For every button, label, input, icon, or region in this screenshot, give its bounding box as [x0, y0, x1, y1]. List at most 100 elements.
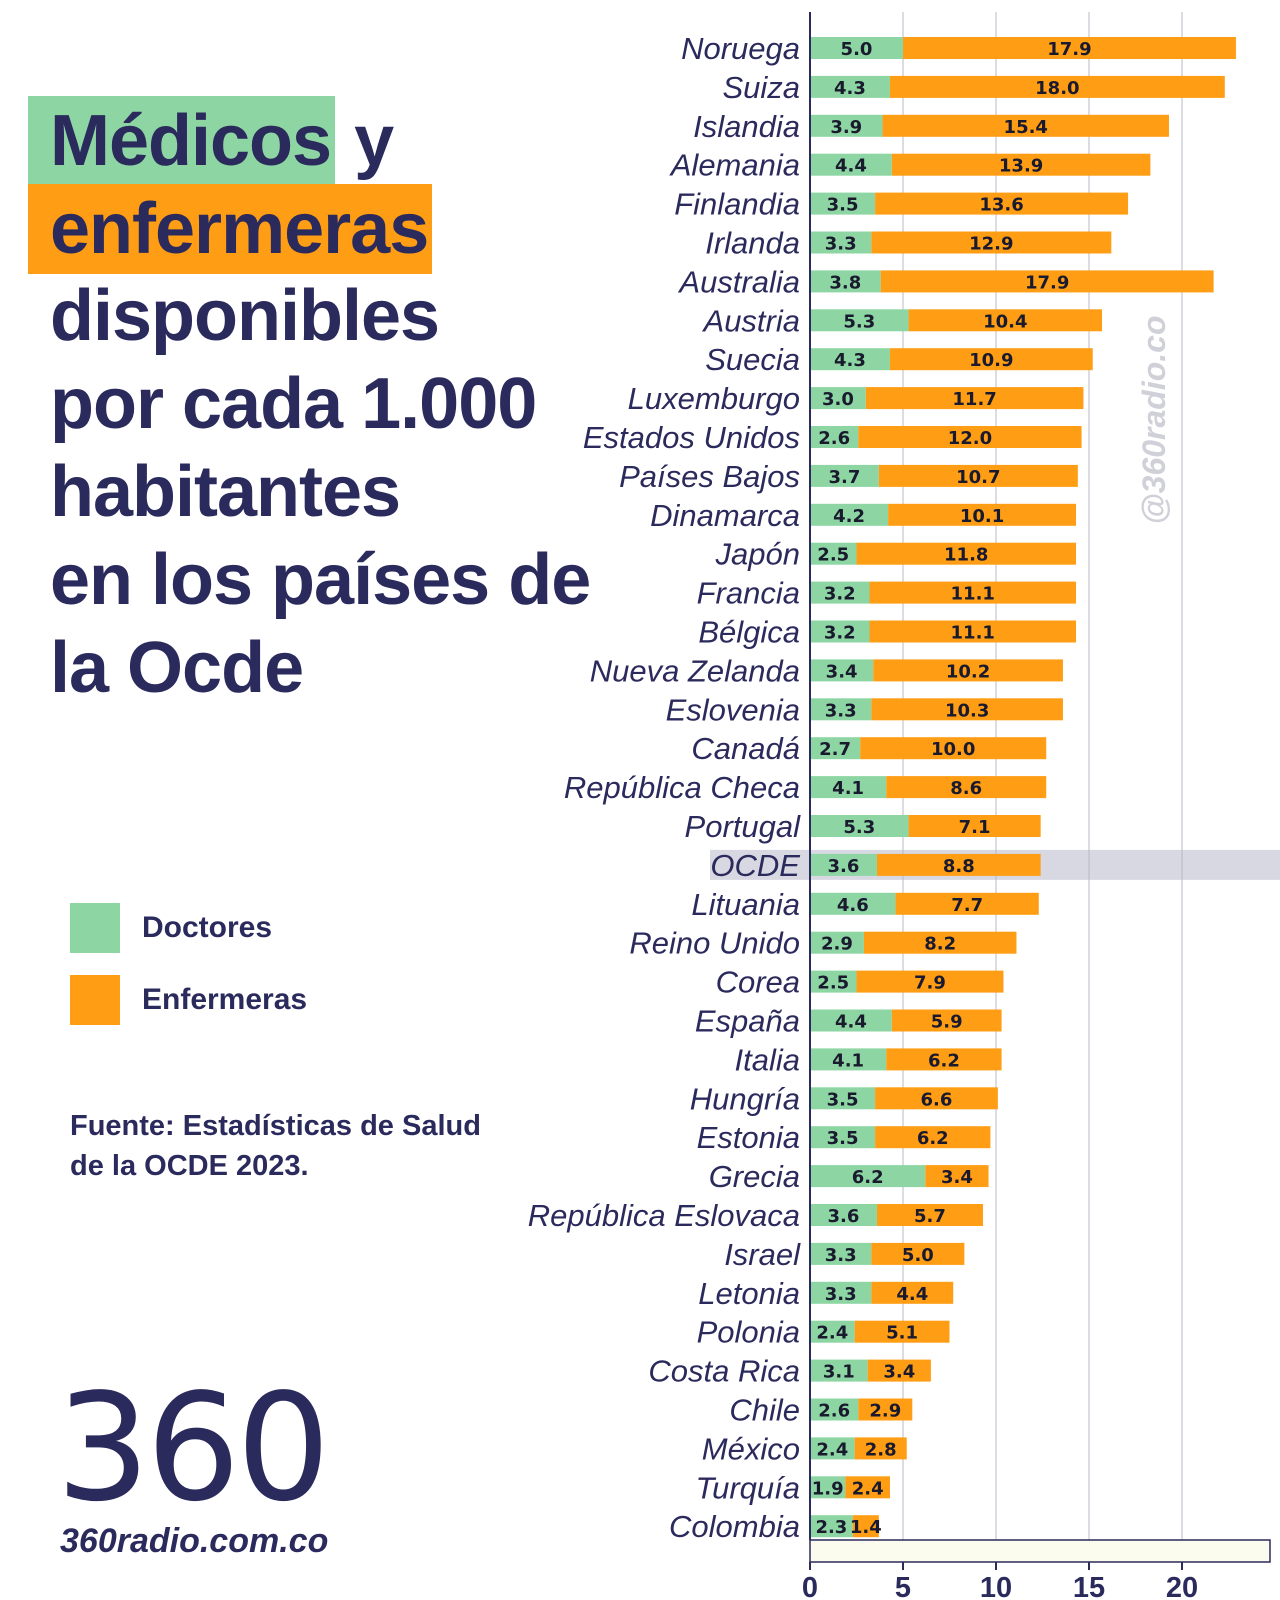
watermark-handle: @360radio.co: [1136, 315, 1172, 524]
bar-doctors: [810, 75, 890, 98]
bar-nurses: [889, 75, 1225, 98]
bar-doctors: [810, 114, 883, 137]
value-label-nurses: 5.1: [886, 1323, 918, 1344]
value-label-doctors: 3.2: [824, 584, 856, 605]
bar-nurses: [895, 892, 1039, 915]
value-label-doctors: 3.9: [830, 117, 862, 138]
category-label: Lituania: [691, 887, 800, 922]
value-label-doctors: 4.4: [835, 1012, 867, 1033]
value-label-nurses: 15.4: [1004, 117, 1048, 138]
bar-doctors: [810, 348, 890, 371]
value-label-nurses: 5.9: [931, 1012, 963, 1033]
bar-nurses: [865, 387, 1084, 410]
category-label: España: [695, 1004, 800, 1039]
bar-nurses: [863, 931, 1017, 954]
title-line-5: habitantes: [50, 452, 401, 532]
bar-doctors: [810, 1398, 859, 1421]
category-label: Eslovenia: [666, 692, 800, 727]
logo-url: 360radio.com.co: [60, 1522, 329, 1560]
bar-nurses: [852, 1515, 879, 1538]
value-label-doctors: 3.5: [827, 195, 859, 216]
category-label: Luxemburgo: [628, 381, 800, 416]
category-label: Suecia: [705, 342, 800, 377]
value-label-doctors: 5.0: [841, 39, 873, 60]
value-label-doctors: 3.8: [829, 272, 861, 293]
value-label-nurses: 12.0: [948, 428, 992, 449]
value-label-doctors: 6.2: [852, 1167, 884, 1188]
bar-nurses: [888, 503, 1076, 526]
value-label-nurses: 2.8: [865, 1439, 897, 1460]
value-label-nurses: 7.1: [959, 817, 991, 838]
value-label-doctors: 3.1: [823, 1362, 855, 1383]
value-label-nurses: 10.9: [969, 350, 1013, 371]
value-label-doctors: 5.3: [843, 311, 875, 332]
bar-doctors: [810, 1126, 876, 1149]
bar-doctors: [810, 581, 870, 604]
bar-nurses: [860, 737, 1047, 760]
value-label-doctors: 4.1: [832, 778, 864, 799]
bar-nurses: [871, 698, 1063, 721]
bar-doctors: [810, 776, 887, 799]
category-label: Austria: [702, 303, 800, 338]
value-label-nurses: 10.1: [960, 506, 1004, 527]
bar-nurses: [854, 1320, 950, 1343]
bar-nurses: [875, 192, 1129, 215]
category-label: Israel: [724, 1237, 801, 1272]
bar-nurses: [886, 776, 1047, 799]
title-line-1-rest: y: [335, 101, 394, 181]
value-label-doctors: 5.3: [843, 817, 875, 838]
category-label: Canadá: [691, 731, 800, 766]
value-label-nurses: 11.1: [951, 584, 995, 605]
x-axis-box: [809, 1539, 1271, 1563]
value-label-nurses: 10.0: [931, 739, 975, 760]
bar-doctors: [810, 542, 857, 565]
source-note: Fuente: Estadísticas de Salud de la OCDE…: [70, 1106, 481, 1186]
bar-doctors: [810, 1009, 892, 1032]
title-line-4: por cada 1.000: [50, 364, 537, 444]
bar-nurses: [858, 1398, 913, 1421]
value-label-doctors: 3.3: [825, 700, 857, 721]
x-tick-label: 5: [895, 1572, 911, 1600]
bar-nurses: [871, 231, 1112, 254]
value-label-nurses: 5.7: [914, 1206, 946, 1227]
value-label-nurses: 10.3: [945, 700, 989, 721]
legend-swatch-nurses: [70, 975, 120, 1025]
value-label-nurses: 4.4: [896, 1284, 928, 1305]
bar-doctors: [810, 698, 872, 721]
category-label: Bélgica: [698, 615, 800, 650]
value-label-doctors: 3.0: [822, 389, 854, 410]
value-label-doctors: 3.4: [826, 661, 858, 682]
bar-doctors: [810, 1476, 846, 1499]
value-label-doctors: 3.3: [825, 1245, 857, 1266]
bar-nurses: [878, 464, 1078, 487]
value-label-doctors: 4.3: [834, 78, 866, 99]
category-label: Estonia: [697, 1120, 800, 1155]
legend-item-nurses: Enfermeras: [70, 974, 307, 1026]
bar-nurses: [891, 153, 1151, 176]
legend-label-doctors: Doctores: [142, 911, 273, 944]
bar-nurses: [856, 970, 1004, 993]
category-label: Alemania: [669, 148, 800, 183]
value-label-doctors: 2.4: [816, 1439, 848, 1460]
x-tick-label: 0: [802, 1572, 818, 1600]
logo-number: 360: [56, 1362, 331, 1534]
bar-doctors: [810, 426, 859, 448]
value-label-nurses: 8.2: [924, 934, 956, 955]
category-label: Estados Unidos: [583, 420, 800, 455]
bar-doctors: [810, 853, 877, 876]
value-label-nurses: 12.9: [969, 234, 1013, 255]
category-label: Costa Rica: [648, 1354, 800, 1389]
bar-doctors: [810, 153, 892, 176]
title-highlight-nurses: enfermeras: [28, 184, 433, 274]
category-label: Nueva Zelanda: [590, 653, 800, 688]
value-label-doctors: 2.9: [821, 934, 853, 955]
bar-nurses: [875, 1126, 991, 1149]
value-label-doctors: 4.3: [834, 350, 866, 371]
bar-nurses: [908, 309, 1103, 332]
value-label-nurses: 13.6: [979, 195, 1023, 216]
category-label: Corea: [716, 965, 800, 1000]
bar-doctors: [810, 231, 872, 254]
chart-legend: Doctores Enfermeras: [70, 902, 307, 1046]
bar-nurses: [858, 426, 1082, 448]
